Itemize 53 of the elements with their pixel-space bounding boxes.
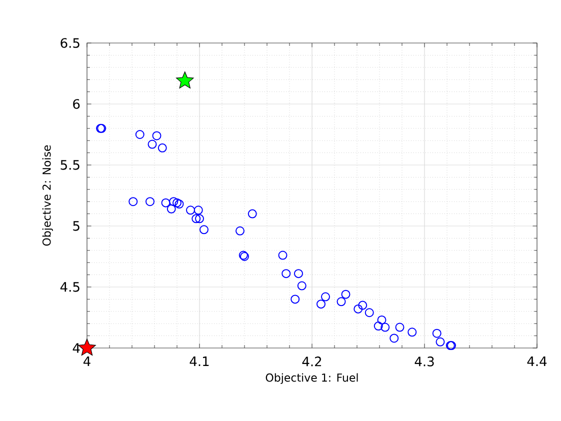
point (248, 209, 257, 218)
point (161, 198, 170, 208)
y-tick-label: 5 (73, 221, 80, 231)
point (316, 300, 326, 309)
x-tick-label: 4.1 (190, 356, 209, 366)
point (390, 334, 399, 343)
point (432, 328, 442, 338)
x-tick-label: 4.4 (527, 356, 547, 366)
y-tick-label: 6 (73, 99, 80, 109)
x-tick-label: 4 (83, 356, 90, 366)
point (377, 315, 386, 324)
point (282, 269, 291, 278)
point (200, 225, 208, 234)
point (364, 308, 374, 318)
point (152, 131, 162, 140)
y-tick-label: 6.5 (60, 38, 80, 48)
point (192, 214, 201, 224)
point (172, 198, 182, 208)
point (294, 269, 304, 278)
point (236, 226, 245, 236)
point (380, 322, 390, 332)
point (148, 140, 157, 149)
point (186, 206, 196, 215)
y-tick-label: 5.5 (60, 160, 80, 170)
point (297, 281, 306, 290)
point (194, 206, 203, 215)
point (354, 304, 363, 314)
point (290, 294, 300, 304)
point (128, 197, 138, 206)
x-axis-title: Objective 1: Fuel (266, 373, 358, 384)
point (78, 338, 96, 356)
point (158, 143, 167, 152)
x-tick-label: 4.3 (414, 356, 434, 366)
point (358, 300, 368, 310)
point (395, 322, 404, 332)
point (436, 337, 445, 346)
point (166, 204, 176, 214)
point (169, 197, 178, 206)
point (174, 200, 184, 209)
point (278, 250, 288, 260)
point (146, 197, 155, 206)
point (176, 72, 194, 88)
point (336, 297, 346, 306)
y-tick-label: 4 (72, 343, 80, 353)
point (408, 328, 417, 337)
point (374, 322, 383, 331)
y-tick-label: 4.5 (60, 282, 80, 292)
point (341, 290, 350, 299)
point (195, 214, 204, 224)
y-axis-title: Objective 2: Noise (42, 145, 53, 246)
point (135, 130, 144, 139)
x-tick-label: 4.2 (302, 356, 322, 366)
point (321, 292, 330, 302)
